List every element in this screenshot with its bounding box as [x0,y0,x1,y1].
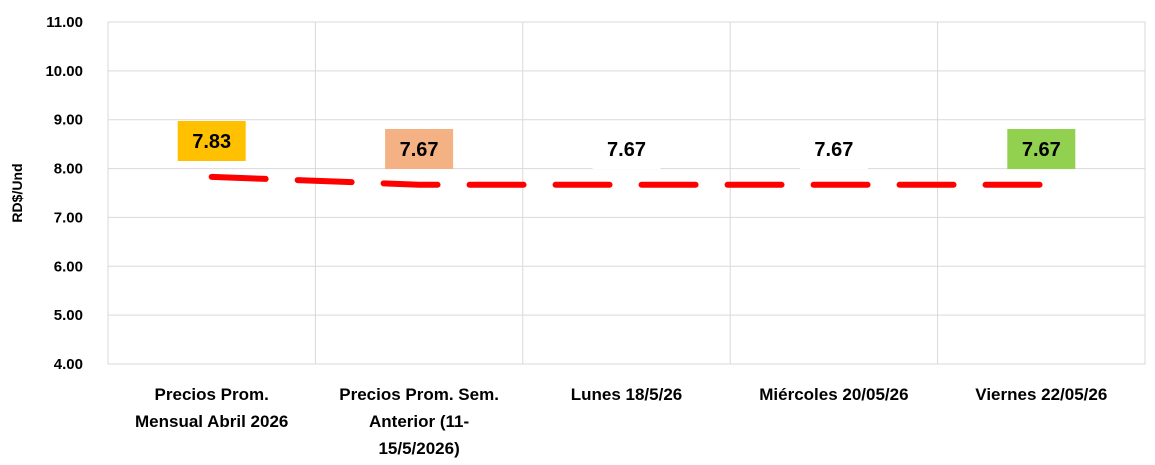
y-axis-ticks: 4.00 5.00 6.00 7.00 8.00 9.00 10.00 11.00 [45,14,83,373]
x-axis-categories: Precios Prom. Mensual Abril 2026 Precios P… [135,385,1107,458]
data-label: 7.67 [814,139,853,161]
data-label-box [799,129,868,169]
data-label-box [592,129,661,169]
y-axis-label: RD$/Und [9,163,25,222]
data-label: 7.67 [607,139,646,161]
y-tick-label: 9.00 [54,112,83,129]
y-tick-label: 7.00 [54,209,83,226]
data-label: 7.67 [400,139,439,161]
x-category-label: Precios Prom. Sem. Anterior (11-15/5/2026… [339,385,499,458]
data-label: 7.83 [192,131,231,153]
x-category-label: Viernes 22/05/26 [975,385,1107,404]
data-label-box [385,129,454,169]
data-labels: 7.83 7.67 7.67 7.67 7.67 [177,121,1076,169]
x-category-label: Precios Prom. Mensual Abril 2026 [135,385,288,431]
series-line [208,173,1045,188]
series-path [208,173,1045,188]
data-label-box [177,121,246,161]
x-category-label: Miércoles 20/05/26 [759,385,908,404]
data-label: 7.67 [1022,139,1061,161]
data-label-box [1007,129,1076,169]
y-tick-label: 11.00 [46,14,83,31]
y-tick-label: 5.00 [54,307,83,324]
y-tick-label: 10.00 [45,63,83,80]
y-tick-label: 4.00 [54,356,83,373]
x-category-label: Lunes 18/5/26 [571,385,683,404]
grid-lines [107,21,1146,365]
y-tick-label: 8.00 [54,161,83,178]
y-tick-label: 6.00 [54,258,83,275]
plot-area [107,21,1146,365]
